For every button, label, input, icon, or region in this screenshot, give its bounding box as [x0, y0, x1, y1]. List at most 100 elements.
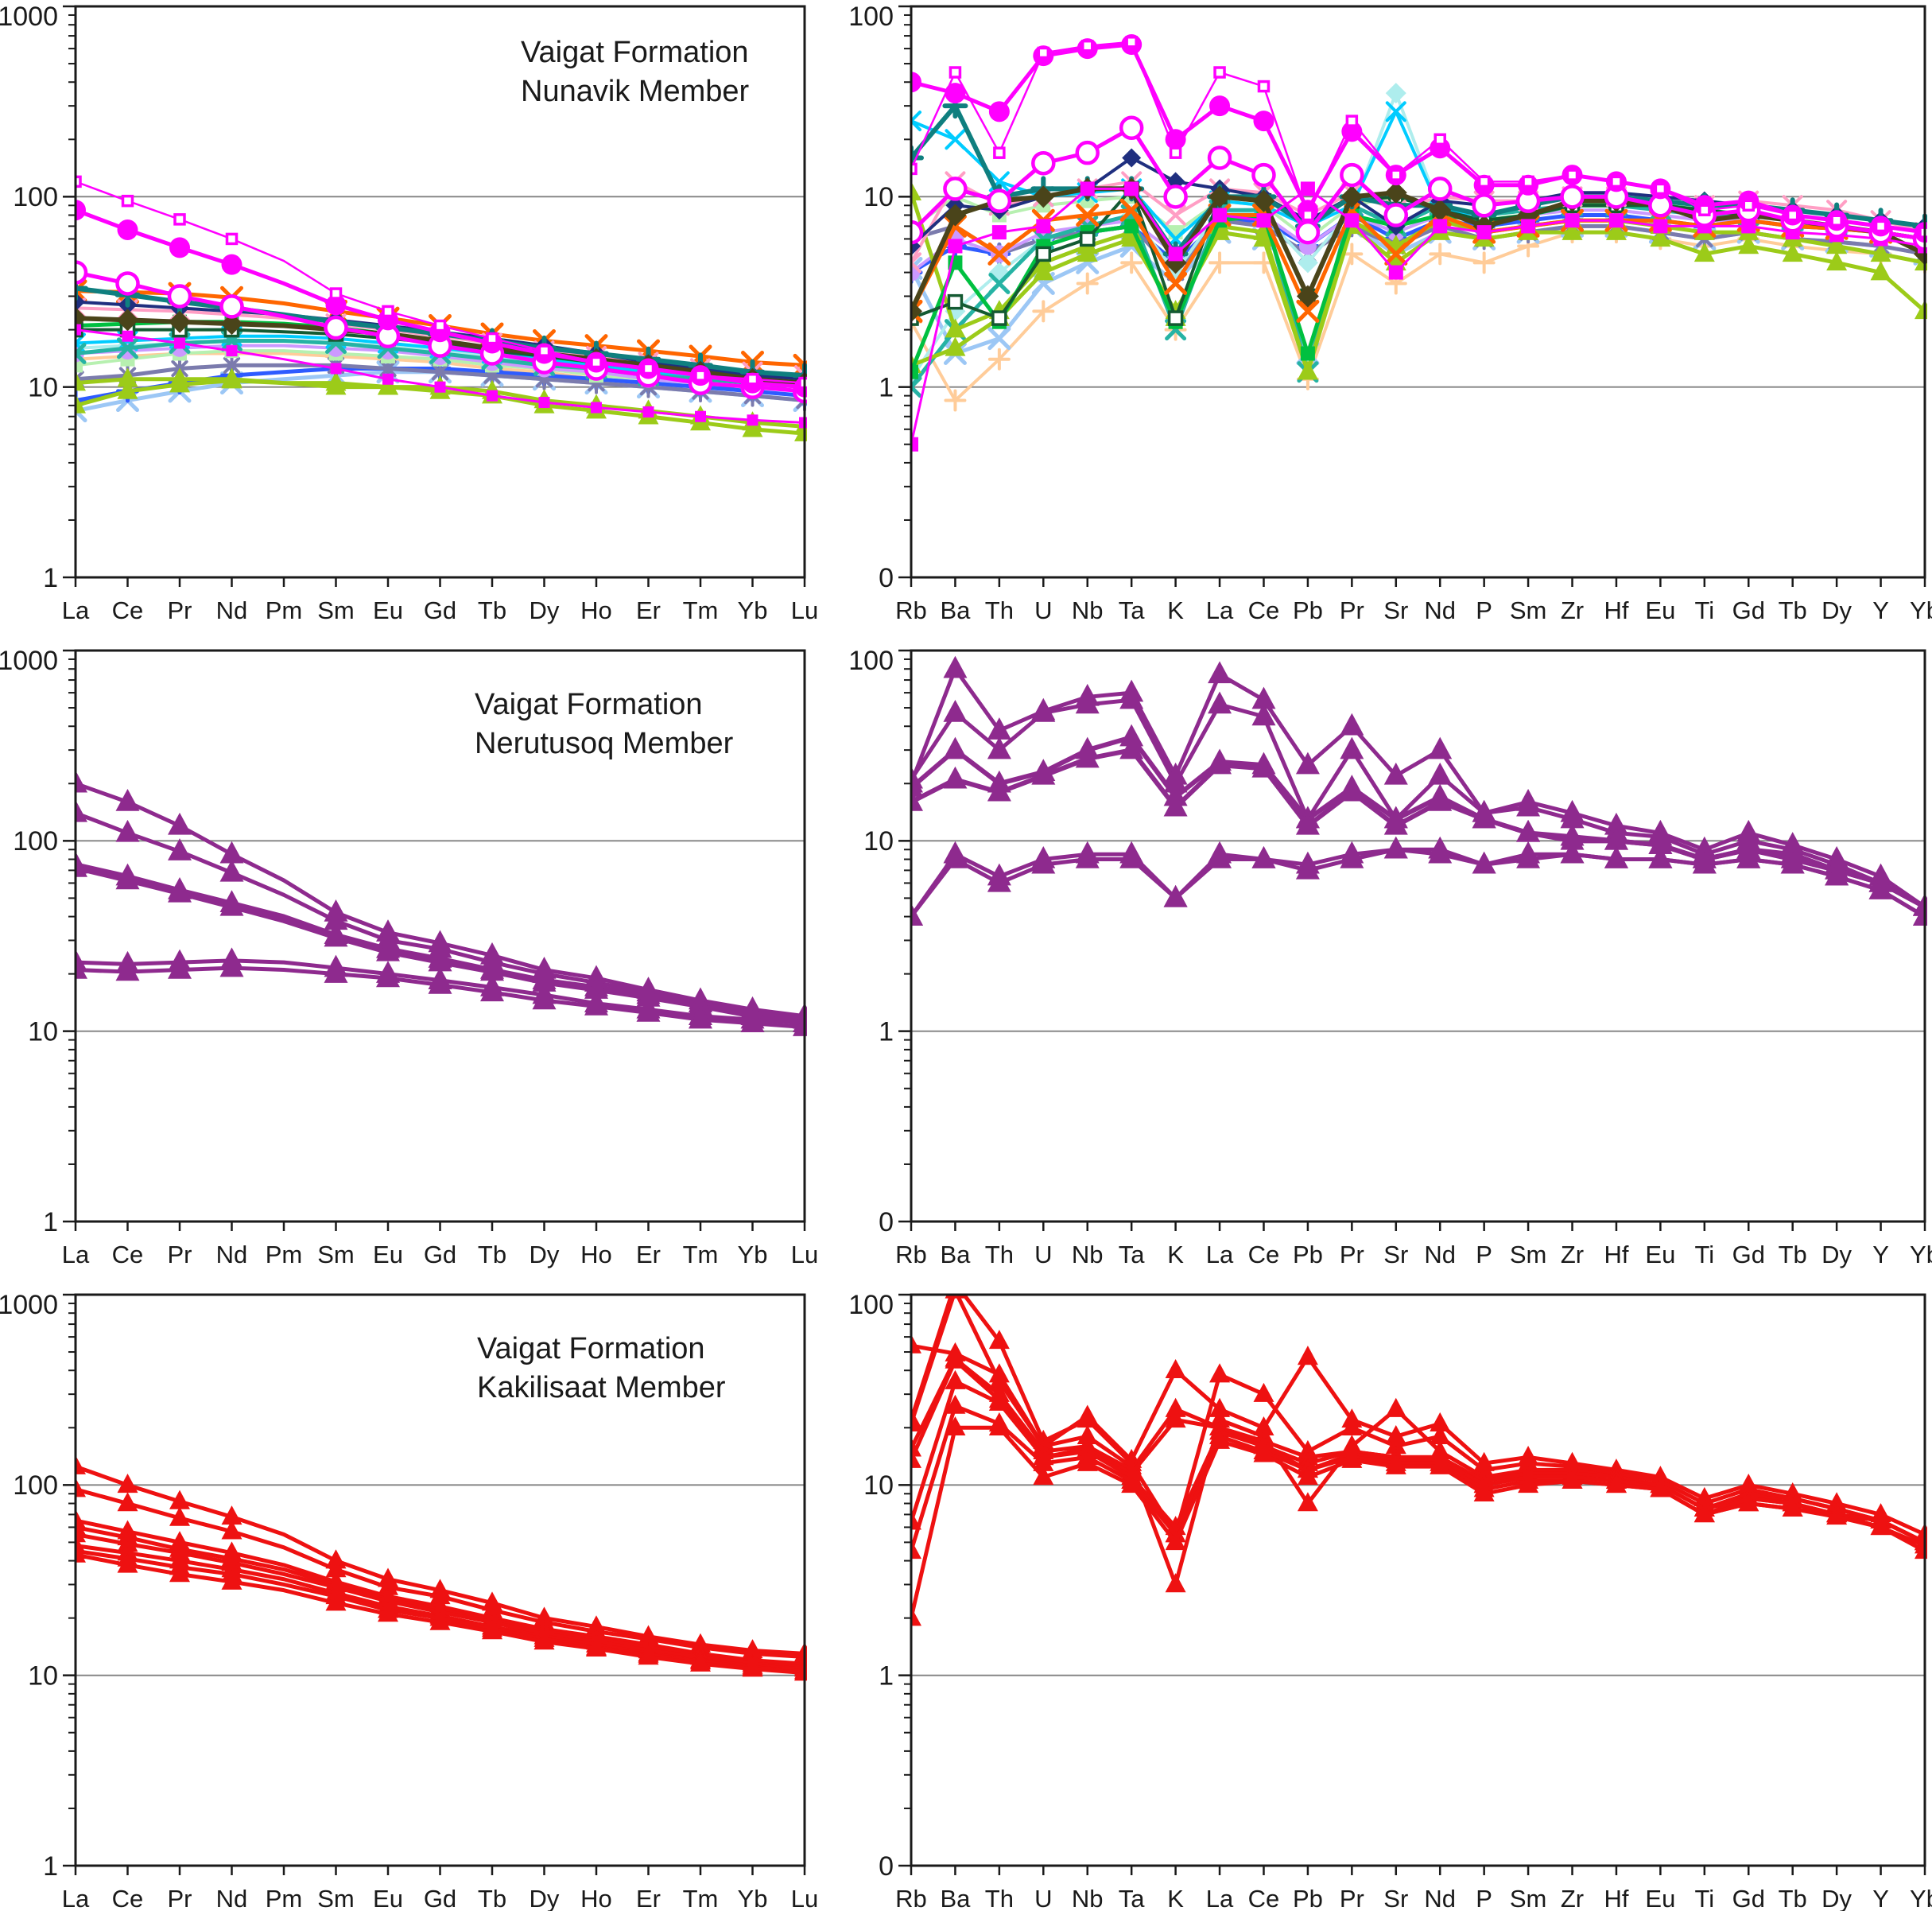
svg-text:Sm: Sm [1510, 1885, 1547, 1911]
svg-text:U: U [1034, 596, 1052, 624]
svg-text:Yb: Yb [1910, 1241, 1932, 1268]
svg-text:Ba: Ba [940, 1241, 971, 1268]
series-red-triangle-8 [75, 1543, 807, 1681]
svg-text:Ta: Ta [1119, 596, 1146, 624]
svg-text:1: 1 [43, 563, 58, 593]
chart-nunavik-ree: 1000 100 10 1La Ce Pr Nd Pm Sm Eu Gd Tb Dy Ho Er Tm Yb Lu [0, 2, 818, 624]
svg-text:Ho: Ho [580, 1885, 612, 1911]
svg-text:Er: Er [636, 596, 661, 624]
svg-text:Pr: Pr [168, 1885, 192, 1911]
series-red-triangle-8 [910, 1416, 1927, 1626]
svg-text:Ce: Ce [1248, 1885, 1280, 1911]
svg-text:Eu: Eu [1645, 1241, 1675, 1268]
svg-text:Dy: Dy [530, 1241, 560, 1268]
svg-text:Pb: Pb [1293, 1885, 1323, 1911]
plot-border [910, 1293, 1926, 1867]
svg-text:Tm: Tm [683, 1241, 719, 1268]
svg-text:Ho: Ho [580, 1241, 612, 1268]
svg-text:1000: 1000 [0, 1290, 58, 1320]
svg-text:Y: Y [1872, 1885, 1889, 1911]
svg-text:Pr: Pr [168, 1241, 192, 1268]
svg-text:Nd: Nd [216, 1885, 248, 1911]
y-axis-ticks [63, 649, 76, 1223]
svg-text:K: K [1167, 596, 1184, 624]
svg-text:Eu: Eu [1645, 596, 1675, 624]
svg-text:Tb: Tb [1779, 1241, 1807, 1268]
svg-text:Hf: Hf [1604, 1241, 1628, 1268]
svg-text:Nd: Nd [216, 596, 248, 624]
svg-text:Gd: Gd [1732, 1885, 1765, 1911]
svg-text:Ti: Ti [1694, 1241, 1714, 1268]
chart-kakilisaat-ree: 1000 100 10 1La Ce Pr Nd Pm Sm Eu Gd Tb Dy Ho Er Tm Yb Lu [0, 1290, 818, 1911]
series-purple-triangle-6 [910, 836, 1927, 926]
svg-text:Ce: Ce [112, 596, 144, 624]
svg-text:0: 0 [879, 563, 894, 593]
panel-title-line: Vaigat Formation [475, 688, 703, 721]
svg-text:100: 100 [848, 646, 894, 676]
svg-text:1000: 1000 [0, 646, 58, 676]
svg-text:La: La [1206, 1885, 1234, 1911]
svg-text:10: 10 [28, 373, 58, 403]
svg-text:Ti: Ti [1694, 1885, 1714, 1911]
panel-title-line: Vaigat Formation [477, 1332, 705, 1365]
svg-text:Sr: Sr [1383, 596, 1408, 624]
svg-text:Ba: Ba [940, 1885, 971, 1911]
svg-text:Dy: Dy [1821, 1885, 1852, 1911]
svg-text:Pb: Pb [1293, 1241, 1323, 1268]
series-red-triangle-1 [910, 1334, 1927, 1543]
series-layer [910, 34, 1927, 452]
plot-border [910, 5, 1926, 579]
svg-text:Ce: Ce [1248, 596, 1280, 624]
series-magenta-thin-square-open [75, 175, 807, 390]
svg-text:Ce: Ce [112, 1241, 144, 1268]
svg-text:0: 0 [879, 1207, 894, 1237]
svg-text:Ce: Ce [1248, 1241, 1280, 1268]
svg-text:Nb: Nb [1072, 1885, 1104, 1911]
svg-text:Dy: Dy [1821, 596, 1852, 624]
svg-text:Tb: Tb [478, 1241, 506, 1268]
x-axis: La Ce Pr Nd Pm Sm Eu Gd Tb Dy Ho Er Tm Yb Lu [62, 1222, 818, 1268]
svg-text:Pr: Pr [1340, 1241, 1364, 1268]
svg-text:100: 100 [13, 182, 58, 212]
plot-border [910, 649, 1926, 1223]
svg-text:Yb: Yb [738, 1885, 768, 1911]
svg-text:1000: 1000 [0, 2, 58, 32]
svg-text:100: 100 [848, 2, 894, 32]
svg-text:P: P [1476, 1241, 1492, 1268]
svg-text:10: 10 [863, 1470, 894, 1501]
svg-text:Eu: Eu [373, 1241, 403, 1268]
series-purple-triangle-6 [75, 954, 807, 1036]
chart-nerutusoq-ree: 1000 100 10 1La Ce Pr Nd Pm Sm Eu Gd Tb Dy Ho Er Tm Yb Lu [0, 646, 818, 1268]
x-axis: La Ce Pr Nd Pm Sm Eu Gd Tb Dy Ho Er Tm Yb Lu [62, 577, 818, 624]
y-axis-ticks [898, 649, 911, 1223]
svg-text:Pr: Pr [168, 596, 192, 624]
svg-text:Tb: Tb [478, 596, 506, 624]
svg-text:Nd: Nd [216, 1241, 248, 1268]
svg-text:Er: Er [636, 1241, 661, 1268]
svg-text:Hf: Hf [1604, 1885, 1628, 1911]
series-layer [910, 1295, 1927, 1626]
svg-text:Yb: Yb [1910, 596, 1932, 624]
panel-title-nunavik: Vaigat Formation Nunavik Member [521, 33, 749, 111]
svg-text:Yb: Yb [1910, 1885, 1932, 1911]
svg-text:La: La [1206, 1241, 1234, 1268]
svg-text:Pm: Pm [266, 1241, 303, 1268]
series-layer [75, 175, 807, 441]
svg-text:100: 100 [13, 1470, 58, 1501]
svg-text:Tb: Tb [1779, 1885, 1807, 1911]
x-axis: Rb Ba Th U Nb Ta K La Ce Pb Pr Sr Nd P Sm Zr Hf Eu Ti Gd Tb D… [895, 1866, 1932, 1911]
svg-text:P: P [1476, 596, 1492, 624]
series-layer [910, 655, 1927, 926]
svg-text:Rb: Rb [895, 1241, 927, 1268]
svg-text:U: U [1034, 1885, 1052, 1911]
y-axis-ticks [63, 1293, 76, 1867]
svg-text:Gd: Gd [424, 596, 456, 624]
panel-title-line: Kakilisaat Member [477, 1371, 726, 1404]
svg-text:1: 1 [879, 1661, 894, 1692]
svg-text:Th: Th [985, 596, 1014, 624]
x-axis: La Ce Pr Nd Pm Sm Eu Gd Tb Dy Ho Er Tm Yb Lu [62, 1866, 818, 1911]
